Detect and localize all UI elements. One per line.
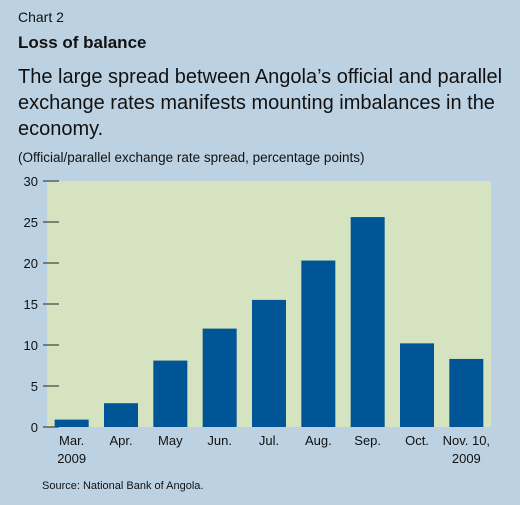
x-tick-label: Mar. 2009 xyxy=(57,433,86,466)
chart-title: Loss of balance xyxy=(18,33,147,52)
y-tick-label: 25 xyxy=(24,215,38,230)
x-tick-label: Jul. xyxy=(259,433,279,448)
x-tick-label: Aug. xyxy=(305,433,332,448)
bar xyxy=(202,328,237,427)
bars xyxy=(54,217,484,427)
x-tick-label: May xyxy=(158,433,183,448)
y-tick-label: 0 xyxy=(31,420,38,435)
bar xyxy=(252,299,286,427)
x-tick-label: Oct. xyxy=(405,433,429,448)
x-tick-label: Jun. xyxy=(207,433,232,448)
source-note: Source: National Bank of Angola. xyxy=(42,480,204,492)
chart-subtitle: The large spread between Angola’s offici… xyxy=(18,66,503,140)
y-tick-label: 5 xyxy=(31,379,38,394)
x-tick-label: Apr. xyxy=(109,433,132,448)
bar xyxy=(350,217,385,427)
bar xyxy=(104,403,138,427)
y-tick-label: 20 xyxy=(24,256,38,271)
unit-note: (Official/parallel exchange rate spread,… xyxy=(18,150,365,165)
bar xyxy=(153,360,188,427)
bar xyxy=(301,260,336,427)
chart-number: Chart 2 xyxy=(18,9,64,25)
y-tick-label: 10 xyxy=(24,338,38,353)
y-tick-label: 15 xyxy=(24,297,38,312)
x-axis-labels: Mar. 2009 Apr. May Jun. Jul. Aug. Sep. Oct. Nov. … xyxy=(57,433,490,466)
x-tick-label: Nov. 10, 2009 xyxy=(443,433,490,466)
y-tick-label: 30 xyxy=(24,174,38,189)
x-tick-label: Sep. xyxy=(354,433,381,448)
bar xyxy=(54,419,89,427)
bar xyxy=(400,343,434,427)
bar xyxy=(449,358,484,427)
